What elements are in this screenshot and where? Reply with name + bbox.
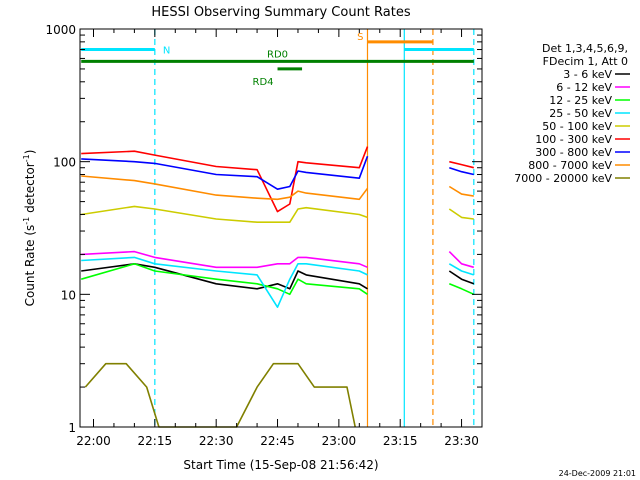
- legend-entry-label: 800 - 7000 keV: [528, 159, 612, 172]
- legend-header-line: FDecim 1, Att 0: [543, 55, 628, 68]
- annotation-label: RD4: [253, 77, 274, 88]
- y-tick-label: 1: [68, 421, 76, 435]
- legend-entry-label: 6 - 12 keV: [556, 81, 612, 94]
- legend: Det 1,3,4,5,6,9, FDecim 1, Att 0 3 - 6 k…: [514, 42, 630, 185]
- footer-date: 24-Dec-2009 21:01: [559, 469, 636, 478]
- x-tick-label: 23:30: [444, 434, 479, 448]
- annotation-label: RD0: [267, 49, 288, 60]
- y-tick-label: 100: [53, 156, 76, 170]
- series-line: [81, 256, 475, 308]
- y-axis-label-part: Count Rate (s: [23, 225, 37, 307]
- series-group: [80, 146, 475, 428]
- legend-header-line: Det 1,3,4,5,6,9,: [542, 42, 628, 55]
- series-line: [81, 175, 474, 201]
- legend-entry-label: 100 - 300 keV: [535, 133, 612, 146]
- legend-entry-label: 50 - 100 keV: [542, 120, 612, 133]
- time-markers: [154, 29, 475, 427]
- series-line: [84, 362, 356, 428]
- x-tick-label: 22:30: [199, 434, 234, 448]
- y-axis-label-superscript: -1: [22, 154, 31, 162]
- x-tick-label: 22:45: [260, 434, 295, 448]
- series-line: [80, 263, 475, 296]
- annotation-bars: N S RD0 RD4: [81, 32, 474, 88]
- x-axis: 22:00 22:15 22:30 22:45 23:00 23:15 23:30: [76, 29, 483, 448]
- annotation-label: N: [163, 46, 170, 57]
- x-axis-label: Start Time (15-Sep-08 21:56:42): [183, 458, 378, 472]
- plot-frame: [79, 28, 483, 428]
- y-axis-label-part: detector: [23, 162, 37, 217]
- chart-title: HESSI Observing Summary Count Rates: [151, 5, 410, 20]
- x-tick-label: 22:15: [138, 434, 173, 448]
- series-line: [81, 146, 474, 213]
- annotation-label: S: [357, 32, 363, 43]
- series-line: [81, 205, 474, 223]
- series-line: [81, 155, 474, 190]
- x-tick-label: 23:00: [322, 434, 357, 448]
- y-axis-label-part: ): [23, 150, 37, 155]
- series-line: [81, 263, 475, 290]
- x-tick-label: 22:00: [76, 434, 111, 448]
- y-axis-label-superscript: -1: [22, 217, 31, 225]
- legend-entry-label: 25 - 50 keV: [549, 107, 612, 120]
- x-tick-label: 23:15: [383, 434, 418, 448]
- y-tick-label: 10: [61, 288, 76, 302]
- legend-entry-label: 12 - 25 keV: [549, 94, 612, 107]
- series-line: [81, 250, 475, 269]
- legend-entry-label: 300 - 800 keV: [535, 146, 612, 159]
- legend-entry-label: 7000 - 20000 keV: [514, 172, 612, 185]
- y-axis: 1 10 100 1000: [45, 23, 482, 435]
- y-axis-label: Count Rate (s-1 detector-1): [22, 150, 37, 307]
- legend-entry-label: 3 - 6 keV: [563, 68, 612, 81]
- y-tick-label: 1000: [45, 23, 76, 37]
